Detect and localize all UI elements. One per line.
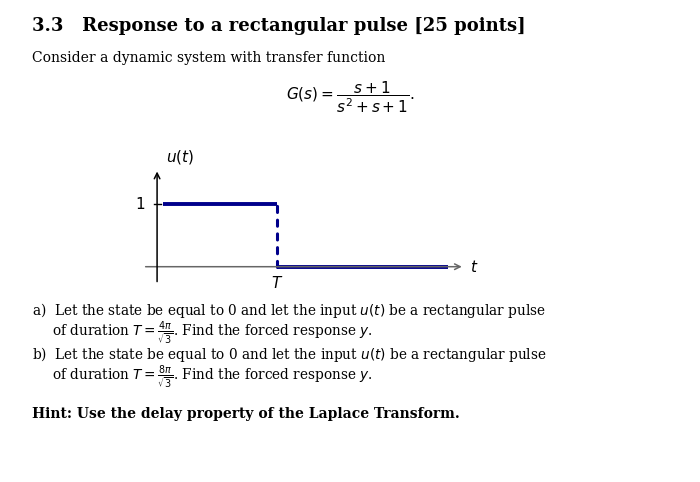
Text: $T$: $T$ (270, 275, 283, 291)
Text: $u(t)$: $u(t)$ (166, 148, 194, 166)
Text: $t$: $t$ (470, 259, 479, 275)
Text: a)  Let the state be equal to 0 and let the input $u(t)$ be a rectangular pulse: a) Let the state be equal to 0 and let t… (32, 301, 545, 320)
Text: Hint: Use the delay property of the Laplace Transform.: Hint: Use the delay property of the Lapl… (32, 407, 459, 421)
Text: b)  Let the state be equal to 0 and let the input $u(t)$ be a rectangular pulse: b) Let the state be equal to 0 and let t… (32, 345, 546, 363)
Text: of duration $T = \frac{8\pi}{\sqrt{3}}$. Find the forced response $y$.: of duration $T = \frac{8\pi}{\sqrt{3}}$.… (52, 363, 373, 391)
Text: 3.3   Response to a rectangular pulse [25 points]: 3.3 Response to a rectangular pulse [25 … (32, 17, 525, 35)
Text: $G(s) = \dfrac{s+1}{s^2+s+1}.$: $G(s) = \dfrac{s+1}{s^2+s+1}.$ (286, 80, 414, 115)
Text: Consider a dynamic system with transfer function: Consider a dynamic system with transfer … (32, 51, 385, 65)
Text: of duration $T = \frac{4\pi}{\sqrt{3}}$. Find the forced response $y$.: of duration $T = \frac{4\pi}{\sqrt{3}}$.… (52, 320, 373, 348)
Text: $1$: $1$ (135, 196, 146, 212)
